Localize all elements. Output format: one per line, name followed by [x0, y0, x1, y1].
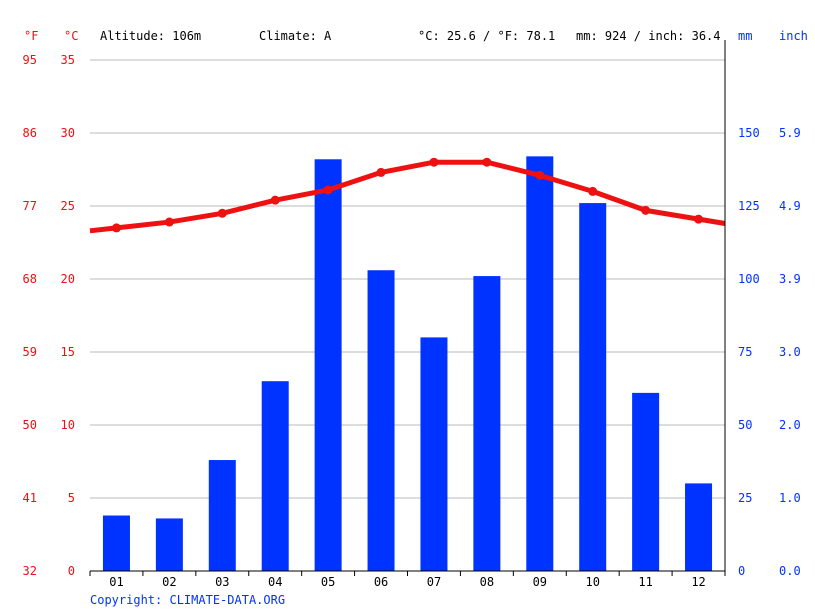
month-label: 10	[585, 575, 599, 589]
temperature-point	[535, 170, 545, 180]
precipitation-bar	[155, 518, 183, 571]
millimeter-tick-label: 50	[738, 418, 752, 432]
temperature-point	[376, 167, 386, 177]
altitude-label: Altitude: 106m	[100, 29, 201, 43]
temperature-point	[641, 205, 651, 215]
precipitation-bar	[473, 276, 501, 571]
celsius-tick-label: 25	[61, 199, 75, 213]
temperature-point	[482, 157, 492, 167]
precipitation-bars	[102, 156, 713, 572]
month-label: 07	[427, 575, 441, 589]
month-label: 01	[109, 575, 123, 589]
temperature-average-label: °C: 25.6 / °F: 78.1	[418, 29, 555, 43]
month-label: 11	[638, 575, 652, 589]
millimeter-unit-label: mm	[738, 29, 752, 43]
precipitation-total-label: mm: 924 / inch: 36.4	[576, 29, 721, 43]
grid-lines	[90, 59, 725, 499]
inch-tick-label: 3.0	[779, 345, 801, 359]
inch-tick-label: 3.9	[779, 272, 801, 286]
temperature-point	[111, 223, 121, 233]
millimeter-tick-label: 25	[738, 491, 752, 505]
fahrenheit-tick-label: 68	[23, 272, 37, 286]
celsius-tick-label: 5	[68, 491, 75, 505]
month-label: 09	[533, 575, 547, 589]
precipitation-bar	[526, 156, 554, 572]
celsius-unit-label: °C	[64, 29, 78, 43]
precipitation-bar	[420, 337, 448, 571]
temperature-line	[89, 157, 726, 234]
temperature-point	[270, 195, 280, 205]
celsius-tick-label: 30	[61, 126, 75, 140]
fahrenheit-tick-label: 59	[23, 345, 37, 359]
fahrenheit-tick-label: 32	[23, 564, 37, 578]
precipitation-bar	[314, 159, 342, 571]
climate-label: Climate: A	[259, 29, 332, 43]
fahrenheit-tick-label: 86	[23, 126, 37, 140]
millimeter-tick-label: 125	[738, 199, 760, 213]
celsius-tick-label: 20	[61, 272, 75, 286]
inch-unit-label: inch	[779, 29, 808, 43]
fahrenheit-tick-label: 77	[23, 199, 37, 213]
copyright-label: Copyright: CLIMATE-DATA.ORG	[90, 593, 285, 607]
month-label: 02	[162, 575, 176, 589]
temperature-point	[217, 208, 227, 218]
inch-tick-label: 4.9	[779, 199, 801, 213]
fahrenheit-tick-label: 41	[23, 491, 37, 505]
precipitation-bar	[632, 392, 660, 571]
fahrenheit-unit-label: °F	[24, 29, 38, 43]
precipitation-bar	[208, 460, 236, 571]
month-label: 04	[268, 575, 282, 589]
precipitation-bar	[367, 270, 395, 571]
precipitation-bar	[579, 203, 607, 571]
inch-tick-label: 2.0	[779, 418, 801, 432]
inch-tick-label: 5.9	[779, 126, 801, 140]
inch-tick-label: 1.0	[779, 491, 801, 505]
temperature-point	[429, 157, 439, 167]
temperature-line-path	[89, 159, 726, 234]
temperature-point	[323, 185, 333, 195]
temperature-point	[694, 214, 704, 224]
temperature-point	[588, 186, 598, 196]
precipitation-bar	[685, 483, 713, 571]
celsius-tick-label: 10	[61, 418, 75, 432]
month-label: 06	[374, 575, 388, 589]
millimeter-tick-label: 0	[738, 564, 745, 578]
month-label: 08	[480, 575, 494, 589]
inch-tick-label: 0.0	[779, 564, 801, 578]
temperature-point	[164, 217, 174, 227]
fahrenheit-tick-label: 95	[23, 53, 37, 67]
month-label: 03	[215, 575, 229, 589]
month-label: 05	[321, 575, 335, 589]
millimeter-tick-label: 150	[738, 126, 760, 140]
precipitation-bar	[102, 515, 130, 571]
fahrenheit-tick-label: 50	[23, 418, 37, 432]
celsius-tick-label: 0	[68, 564, 75, 578]
millimeter-tick-label: 75	[738, 345, 752, 359]
celsius-tick-label: 15	[61, 345, 75, 359]
millimeter-tick-label: 100	[738, 272, 760, 286]
celsius-tick-label: 35	[61, 53, 75, 67]
precipitation-bar	[261, 381, 289, 571]
month-label: 12	[691, 575, 705, 589]
